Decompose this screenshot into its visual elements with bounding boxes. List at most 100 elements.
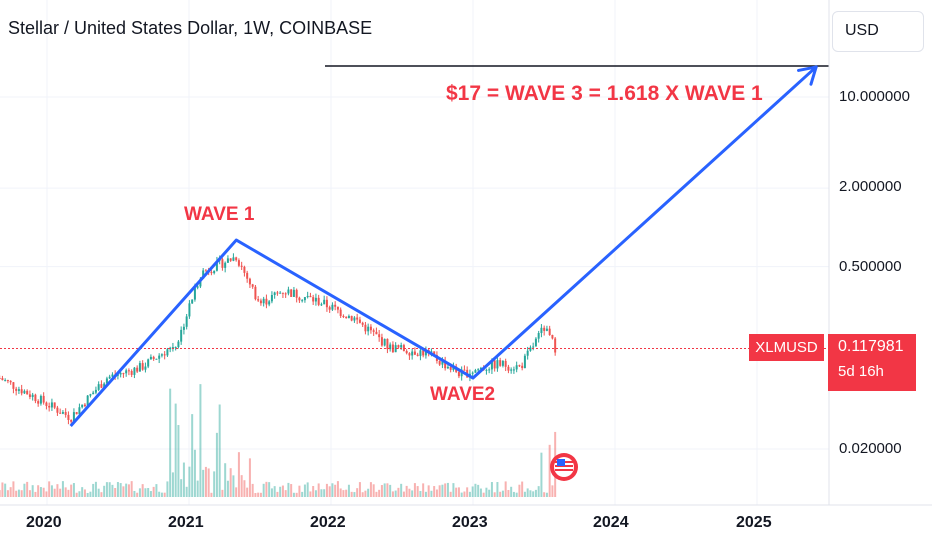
candle-body: [160, 354, 163, 356]
volume-bar: [507, 490, 510, 497]
candle-body: [361, 322, 364, 325]
candle-body: [408, 353, 411, 356]
candle-body: [53, 402, 56, 408]
volume-bar: [389, 484, 392, 497]
time-tick-label: 2025: [736, 514, 772, 531]
volume-bar: [56, 484, 59, 497]
volume-bar: [100, 492, 103, 497]
volume-bar: [298, 485, 301, 497]
candle-body: [243, 266, 246, 273]
candle-body: [358, 319, 361, 323]
currency-button[interactable]: USD: [832, 11, 924, 52]
volume-bar: [50, 485, 53, 497]
candle-body: [111, 374, 114, 377]
volume-bar: [312, 486, 315, 497]
candle-body: [215, 260, 218, 271]
volume-bar: [433, 486, 436, 497]
candle-body: [0, 378, 1, 380]
candle-body: [125, 370, 128, 374]
volume-bar: [361, 492, 364, 497]
candle-body: [279, 292, 282, 294]
volume-bar: [103, 485, 106, 497]
volume-bar: [303, 484, 306, 497]
volume-bar: [416, 486, 419, 497]
candle-body: [34, 394, 37, 402]
candle-body: [177, 341, 180, 348]
volume-bar: [6, 490, 9, 497]
volume-bar: [160, 492, 163, 497]
candle-body: [97, 384, 100, 390]
volume-bar: [119, 483, 122, 497]
candle-body: [298, 297, 301, 301]
us-flag-icon[interactable]: [550, 453, 578, 481]
volume-bar: [166, 481, 169, 497]
volume-bar: [174, 403, 177, 497]
candle-body: [204, 270, 207, 272]
candle-body: [356, 317, 359, 320]
candle-body: [306, 295, 309, 298]
candle-body: [122, 373, 125, 375]
volume-bar: [405, 485, 408, 497]
volume-bar: [257, 492, 260, 497]
volume-bar: [70, 484, 73, 497]
volume-bar: [138, 488, 141, 497]
volume-bar: [105, 482, 108, 497]
volume-bar: [545, 492, 548, 497]
volume-bar: [350, 491, 353, 497]
candle-body: [369, 326, 372, 331]
candle-body: [103, 383, 106, 388]
candle-body: [276, 292, 279, 294]
volume-bar: [141, 484, 144, 497]
candle-body: [367, 326, 370, 332]
time-tick-label: 2021: [168, 514, 204, 531]
candle-body: [477, 369, 480, 371]
candle-body: [350, 315, 353, 321]
candle-body: [504, 360, 507, 367]
candle-body: [328, 307, 331, 310]
volume-bar: [268, 482, 271, 497]
candle-body: [345, 316, 348, 319]
volume-bar: [226, 480, 229, 497]
candle-body: [521, 365, 524, 369]
candle-body: [86, 395, 89, 407]
volume-bar: [391, 491, 394, 497]
candle-body: [416, 354, 419, 356]
candle-body: [89, 394, 92, 396]
candle-body: [496, 360, 499, 369]
candle-body: [75, 412, 78, 415]
candle-body: [347, 315, 350, 319]
volume-bar: [485, 487, 488, 497]
volume-bar: [317, 483, 320, 497]
candle-body: [45, 402, 48, 406]
volume-bar: [537, 486, 540, 497]
candle-body: [554, 338, 557, 353]
volume-bar: [375, 491, 378, 497]
volume-bar: [386, 483, 389, 497]
price-tick-label: 10.000000: [839, 88, 910, 105]
candle-body: [141, 363, 144, 370]
candle-body: [380, 337, 383, 346]
volume-bar: [127, 484, 130, 497]
volume-bar: [262, 483, 265, 497]
candle-body: [232, 257, 235, 261]
volume-bar: [397, 487, 400, 497]
candle-body: [548, 328, 551, 335]
volume-bar: [111, 484, 114, 497]
candle-body: [490, 360, 493, 370]
candle-body: [295, 289, 298, 298]
volume-bar: [163, 492, 166, 497]
volume-bar: [31, 485, 34, 497]
candle-body: [56, 407, 59, 413]
candle-body: [163, 354, 166, 356]
volume-bar: [446, 482, 449, 497]
wave-line: [69, 65, 818, 428]
volume-bar: [427, 485, 430, 497]
candle-body: [23, 390, 26, 394]
volume-bar: [12, 481, 15, 497]
candle-body: [438, 360, 441, 365]
volume-bar: [551, 485, 554, 497]
volume-bar: [9, 487, 12, 497]
volume-bar: [281, 485, 284, 497]
candle-body: [375, 331, 378, 335]
